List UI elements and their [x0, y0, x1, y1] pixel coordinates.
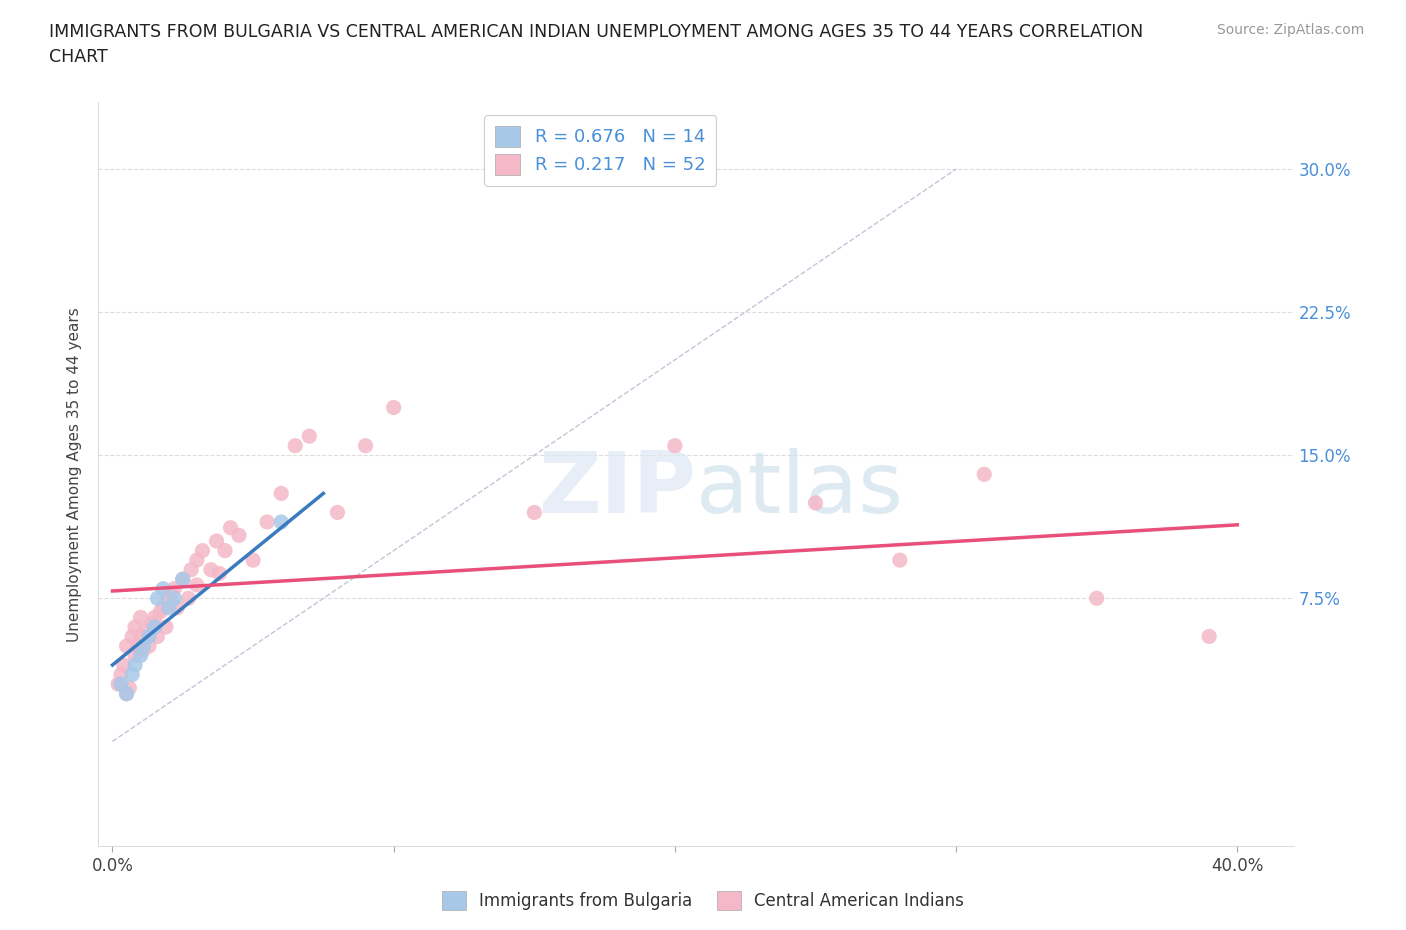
- Point: [146, 591, 169, 605]
- Point: [152, 581, 174, 596]
- Point: [138, 629, 160, 644]
- Point: [228, 528, 250, 543]
- Text: ZIP: ZIP: [538, 447, 696, 531]
- Point: [270, 486, 292, 501]
- Point: [523, 505, 546, 520]
- Legend: Immigrants from Bulgaria, Central American Indians: Immigrants from Bulgaria, Central Americ…: [436, 884, 970, 917]
- Point: [208, 566, 231, 581]
- Point: [284, 438, 307, 453]
- Point: [143, 619, 166, 634]
- Point: [121, 667, 143, 682]
- Point: [256, 514, 278, 529]
- Point: [127, 639, 149, 654]
- Point: [1198, 629, 1220, 644]
- Point: [219, 520, 242, 535]
- Point: [157, 591, 180, 605]
- Point: [110, 667, 132, 682]
- Point: [112, 658, 135, 672]
- Point: [172, 572, 194, 587]
- Point: [132, 639, 155, 654]
- Text: CHART: CHART: [49, 48, 108, 66]
- Point: [172, 572, 194, 587]
- Point: [160, 585, 183, 600]
- Point: [270, 514, 292, 529]
- Point: [1085, 591, 1108, 605]
- Point: [146, 629, 169, 644]
- Point: [804, 496, 827, 511]
- Point: [124, 648, 146, 663]
- Point: [115, 639, 138, 654]
- Point: [191, 543, 214, 558]
- Point: [177, 591, 200, 605]
- Point: [242, 552, 264, 567]
- Point: [163, 581, 186, 596]
- Point: [200, 563, 222, 578]
- Point: [214, 543, 236, 558]
- Point: [157, 601, 180, 616]
- Point: [155, 619, 177, 634]
- Point: [889, 552, 911, 567]
- Point: [115, 686, 138, 701]
- Point: [132, 643, 155, 658]
- Legend: R = 0.676   N = 14, R = 0.217   N = 52: R = 0.676 N = 14, R = 0.217 N = 52: [484, 115, 717, 186]
- Point: [205, 534, 228, 549]
- Text: Source: ZipAtlas.com: Source: ZipAtlas.com: [1216, 23, 1364, 37]
- Point: [129, 629, 152, 644]
- Point: [664, 438, 686, 453]
- Point: [118, 681, 141, 696]
- Point: [110, 677, 132, 692]
- Point: [138, 639, 160, 654]
- Y-axis label: Unemployment Among Ages 35 to 44 years: Unemployment Among Ages 35 to 44 years: [67, 307, 83, 642]
- Point: [186, 578, 208, 592]
- Point: [298, 429, 321, 444]
- Point: [115, 686, 138, 701]
- Point: [141, 616, 163, 631]
- Point: [166, 601, 188, 616]
- Point: [129, 648, 152, 663]
- Point: [163, 591, 186, 605]
- Point: [135, 623, 157, 638]
- Point: [152, 601, 174, 616]
- Point: [180, 563, 202, 578]
- Point: [973, 467, 995, 482]
- Point: [124, 658, 146, 672]
- Point: [354, 438, 377, 453]
- Text: atlas: atlas: [696, 447, 904, 531]
- Point: [326, 505, 349, 520]
- Point: [107, 677, 129, 692]
- Point: [124, 619, 146, 634]
- Point: [121, 629, 143, 644]
- Point: [186, 552, 208, 567]
- Point: [129, 610, 152, 625]
- Point: [143, 610, 166, 625]
- Point: [149, 604, 172, 619]
- Text: IMMIGRANTS FROM BULGARIA VS CENTRAL AMERICAN INDIAN UNEMPLOYMENT AMONG AGES 35 T: IMMIGRANTS FROM BULGARIA VS CENTRAL AMER…: [49, 23, 1143, 41]
- Point: [382, 400, 405, 415]
